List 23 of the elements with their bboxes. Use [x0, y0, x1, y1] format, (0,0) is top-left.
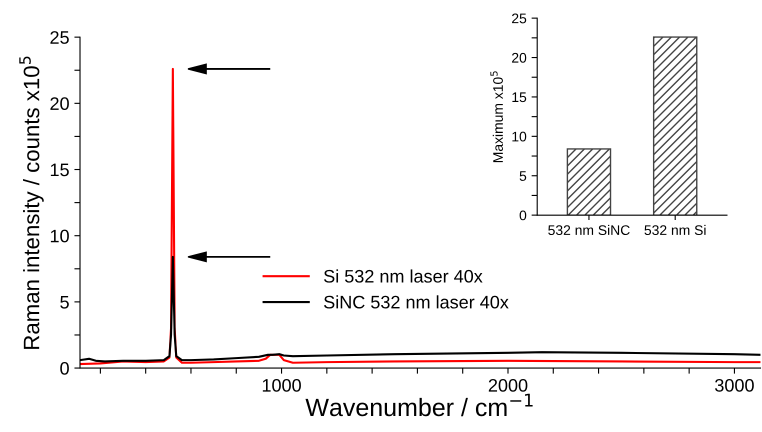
y-tick-label: 25 — [512, 13, 526, 24]
y-tick-label: 20 — [50, 97, 69, 110]
line-series — [80, 68, 760, 366]
y-tick-label: 5 — [60, 296, 69, 309]
x-tick-label: 532 nm SiNC — [548, 224, 630, 236]
x-tick-label: 2000 — [488, 378, 528, 392]
y-tick-label: 5 — [520, 171, 526, 181]
x-tick-label: 1000 — [262, 378, 301, 392]
legend-label: Si 532 nm laser 40x — [324, 269, 483, 283]
y-axis-title: Raman intensity / counts x10$^{5}$ — [19, 56, 44, 349]
legend-label: SiNC 532 nm laser 40x — [324, 295, 509, 309]
y-tick-label: 10 — [512, 132, 526, 142]
y-tick-label: 20 — [512, 52, 526, 63]
y-tick-label: 0 — [520, 210, 526, 220]
x-tick-label: 532 nm Si — [644, 224, 706, 236]
y-tick-label: 15 — [512, 92, 526, 102]
x-axis-title: Wavenumber / cm$^{−1}$ — [305, 394, 533, 416]
y-axis-title: Maximum x10$^{5}$ — [490, 71, 503, 162]
y-tick-label: 25 — [50, 31, 69, 44]
x-tick-label: 3000 — [715, 378, 754, 392]
y-tick-label: 10 — [50, 230, 69, 242]
y-tick-label: 15 — [50, 164, 69, 176]
y-tick-label: 0 — [60, 362, 69, 375]
